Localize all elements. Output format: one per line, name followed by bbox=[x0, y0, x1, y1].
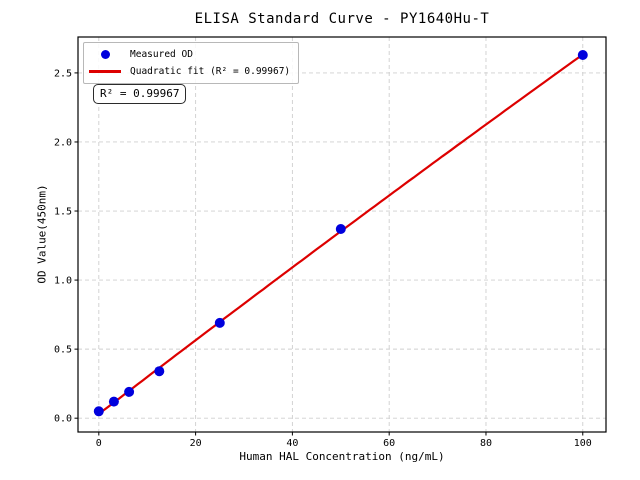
data-point bbox=[93, 406, 104, 417]
legend: Measured OD Quadratic fit (R² = 0.99967) bbox=[83, 42, 300, 84]
data-point bbox=[108, 396, 119, 407]
x-tick-label: 20 bbox=[190, 438, 202, 449]
plot-border bbox=[77, 36, 607, 433]
data-point bbox=[335, 224, 346, 234]
r-squared-annotation: R² = 0.99967 bbox=[93, 84, 187, 104]
y-tick-label: 2.5 bbox=[54, 68, 72, 79]
y-tick-label: 1.0 bbox=[54, 276, 72, 287]
y-tick-label: 1.5 bbox=[54, 207, 72, 218]
x-tick-label: 60 bbox=[383, 438, 395, 449]
x-tick-label: 40 bbox=[286, 438, 298, 449]
legend-item-quadratic-fit: Quadratic fit (R² = 0.99967) bbox=[88, 64, 290, 78]
legend-label-quadratic-fit: Quadratic fit (R² = 0.99967) bbox=[130, 65, 291, 77]
data-point bbox=[577, 50, 588, 60]
x-tick-label: 0 bbox=[96, 438, 102, 449]
x-tick-label: 80 bbox=[480, 438, 492, 449]
y-axis-label: OD Value(450nm) bbox=[35, 184, 49, 284]
data-point bbox=[124, 386, 135, 397]
y-tick-label: 2.0 bbox=[54, 138, 72, 149]
legend-swatch-cell bbox=[88, 49, 122, 59]
fit-line bbox=[97, 53, 584, 416]
data-point bbox=[154, 366, 165, 377]
legend-label-measured-od: Measured OD bbox=[130, 48, 193, 60]
data-point bbox=[214, 317, 225, 328]
y-tick-label: 0.0 bbox=[54, 414, 72, 425]
x-tick-label: 100 bbox=[574, 438, 592, 449]
chart-title: ELISA Standard Curve - PY1640Hu-T bbox=[194, 11, 490, 27]
dot-marker-icon bbox=[100, 49, 110, 59]
x-axis-label: Human HAL Concentration (ng/mL) bbox=[239, 450, 445, 463]
legend-swatch-cell bbox=[88, 69, 122, 73]
legend-item-measured-od: Measured OD bbox=[88, 47, 290, 61]
y-tick-label: 0.5 bbox=[54, 345, 72, 356]
line-marker-icon bbox=[89, 69, 121, 73]
